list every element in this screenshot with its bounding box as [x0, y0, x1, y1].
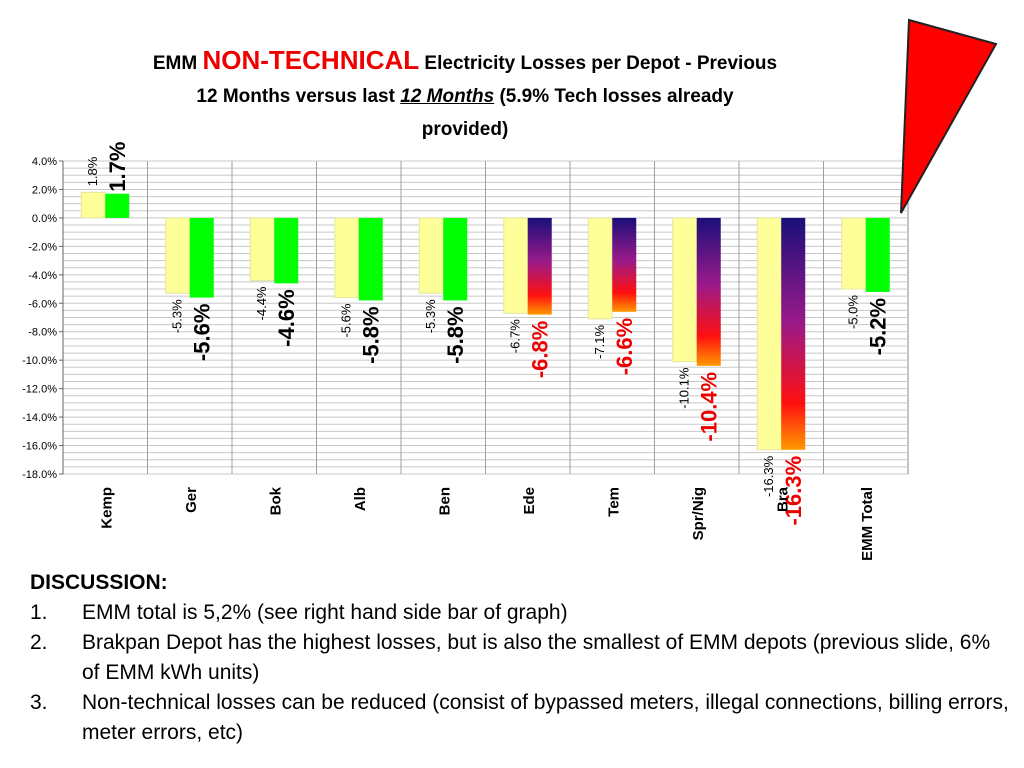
y-tick-label: -12.0% [22, 384, 57, 396]
y-axis: 4.0% 2.0% 0.0% -2.0% -4.0% -6.0% -8.0% -10.0% -1… [22, 156, 64, 481]
bar-last-12-months [696, 217, 721, 366]
data-label-previous: -10.1% [677, 367, 692, 409]
category-label: Bra [774, 486, 791, 512]
data-label-previous: -4.4% [254, 286, 269, 320]
discussion-item-number: 2. [30, 631, 48, 654]
bar-previous-12-months [418, 217, 444, 294]
title-line2-underlined: 12 Months [400, 86, 495, 107]
data-label-last: -5.2% [866, 298, 891, 355]
bar-last-12-months [781, 217, 806, 450]
data-label-previous: -5.6% [339, 303, 354, 337]
data-label-last: -5.6% [190, 304, 215, 361]
bar-last-12-months [358, 217, 383, 301]
discussion-item-text: Brakpan Depot has the highest losses, bu… [82, 631, 991, 684]
bar-last-12-months [105, 193, 130, 218]
data-label-previous: -6.7% [508, 319, 523, 353]
y-tick-label: -6.0% [28, 298, 57, 310]
bar-last-12-months [865, 217, 890, 292]
title-line3: provided) [421, 119, 509, 140]
y-tick-label: -2.0% [28, 241, 57, 253]
bar-last-12-months [274, 217, 299, 284]
bar-previous-12-months [587, 217, 613, 320]
data-labels: 1.8% 1.7%-5.3% -5.6%-4.4% -4.6% -5.6% -5.8% -5… [85, 142, 891, 526]
category-label: Ede [521, 487, 538, 515]
chart-title: EMM NON-TECHNICAL Electricity Losses per… [95, 44, 835, 146]
bar-last-12-months [612, 217, 637, 312]
title-prefix: EMM [152, 53, 198, 74]
data-label-last: -5.8% [443, 306, 468, 363]
bar-previous-12-months [80, 191, 106, 219]
bar-last-12-months [527, 217, 552, 315]
discussion-section: DISCUSSION: 1. EMM total is 5,2% (see ri… [30, 568, 1010, 748]
bar-previous-12-months [165, 217, 191, 294]
y-tick-label: 0.0% [32, 213, 57, 225]
discussion-item-text: EMM total is 5,2% (see right hand side b… [82, 601, 568, 624]
data-label-previous: -5.0% [846, 295, 861, 329]
bar-last-12-months [189, 217, 214, 298]
data-label-last: -5.8% [359, 306, 384, 363]
y-tick-label: -8.0% [28, 327, 57, 339]
red-pointer-triangle [900, 18, 998, 214]
x-axis-categories: Kemp Ger Bok Alb Ben Ede Tem Spr/Nig Bra EMM Tota… [98, 486, 876, 561]
title-line2-a: 12 Months versus last [196, 86, 395, 107]
discussion-item: 1. EMM total is 5,2% (see right hand sid… [30, 598, 1010, 628]
title-highlight: NON-TECHNICAL [202, 45, 420, 75]
bar-previous-12-months [672, 217, 698, 363]
data-label-last: -16.3% [781, 456, 806, 526]
y-tick-label: -18.0% [22, 469, 57, 481]
category-label: Ger [183, 487, 200, 513]
discussion-heading: DISCUSSION: [30, 571, 168, 594]
discussion-item-number: 1. [30, 601, 48, 624]
bar-previous-12-months [334, 217, 360, 299]
bar-previous-12-months [756, 217, 782, 451]
y-tick-label: 4.0% [32, 156, 57, 168]
data-label-previous: -5.3% [423, 299, 438, 333]
bar-previous-12-months [249, 217, 275, 282]
bar-previous-12-months [841, 217, 867, 290]
category-label: Tem [605, 487, 622, 517]
discussion-item: 2. Brakpan Depot has the highest losses,… [30, 628, 1010, 688]
bar-previous-12-months [503, 217, 529, 314]
data-label-last: 1.7% [105, 142, 130, 192]
title-rest-line1: Electricity Losses per Depot - Previous [424, 53, 778, 74]
discussion-item-number: 3. [30, 691, 48, 714]
data-label-last: -4.6% [274, 289, 299, 346]
category-label: Spr/Nig [690, 487, 707, 540]
y-tick-label: 2.0% [32, 184, 57, 196]
category-label: EMM Total [859, 487, 876, 561]
discussion-item-text: Non-technical losses can be reduced (con… [82, 691, 1009, 744]
bars [80, 191, 890, 451]
data-label-last: -10.4% [697, 372, 722, 442]
data-label-previous: -5.3% [170, 299, 185, 333]
data-label-previous: -7.1% [592, 324, 607, 358]
y-tick-label: -10.0% [22, 355, 57, 367]
bar-last-12-months [443, 217, 468, 301]
data-label-previous: 1.8% [85, 156, 100, 186]
data-label-last: -6.8% [528, 321, 553, 378]
data-label-previous: -16.3% [761, 455, 776, 497]
category-label: Bok [267, 486, 284, 515]
category-label: Kemp [98, 487, 115, 529]
y-tick-label: -16.0% [22, 441, 57, 453]
category-label: Alb [352, 487, 369, 511]
y-tick-label: -4.0% [28, 270, 57, 282]
y-tick-label: -14.0% [22, 412, 57, 424]
category-label: Ben [436, 487, 453, 515]
data-label-last: -6.6% [612, 318, 637, 375]
title-line2-b: (5.9% Tech losses already [499, 86, 734, 107]
discussion-item: 3. Non-technical losses can be reduced (… [30, 688, 1010, 748]
